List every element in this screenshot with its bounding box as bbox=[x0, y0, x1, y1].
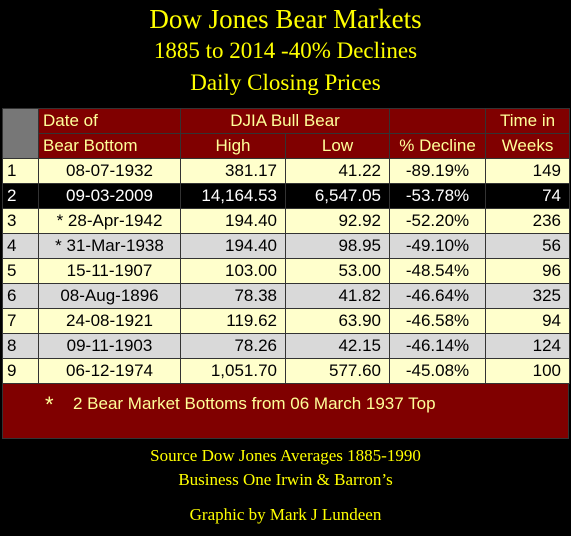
table-row: 5 15-11-1907 103.00 53.00 -48.54% 96 bbox=[2, 258, 571, 284]
cell-rank: 7 bbox=[2, 308, 39, 334]
cell-weeks: 149 bbox=[485, 158, 571, 184]
cell-low: 41.22 bbox=[284, 158, 391, 184]
cell-date: * 31-Mar-1938 bbox=[38, 233, 181, 259]
cell-high: 1,051.70 bbox=[180, 358, 286, 384]
cell-rank: 1 bbox=[2, 158, 39, 184]
cell-date: 24-08-1921 bbox=[38, 308, 181, 334]
cell-date: 09-11-1903 bbox=[38, 333, 181, 359]
table-row: 7 24-08-1921 119.62 63.90 -46.58% 94 bbox=[2, 308, 571, 334]
table-row: 3 * 28-Apr-1942 194.40 92.92 -52.20% 236 bbox=[2, 208, 571, 234]
cell-decline: -46.64% bbox=[389, 283, 487, 309]
cell-weeks: 236 bbox=[485, 208, 571, 234]
header-low: Low bbox=[284, 133, 391, 159]
cell-rank: 8 bbox=[2, 333, 39, 359]
cell-date: 15-11-1907 bbox=[38, 258, 181, 284]
cell-weeks: 124 bbox=[485, 333, 571, 359]
cell-decline: -89.19% bbox=[389, 158, 487, 184]
footnote-box: * 2 Bear Market Bottoms from 06 March 19… bbox=[2, 383, 569, 439]
table-row: 6 08-Aug-1896 78.38 41.82 -46.64% 325 bbox=[2, 283, 571, 309]
cell-high: 119.62 bbox=[180, 308, 286, 334]
table-row: 4 * 31-Mar-1938 194.40 98.95 -49.10% 56 bbox=[2, 233, 571, 259]
cell-low: 6,547.05 bbox=[284, 183, 391, 209]
cell-weeks: 56 bbox=[485, 233, 571, 259]
cell-rank: 2 bbox=[2, 183, 39, 209]
cell-decline: -48.54% bbox=[389, 258, 487, 284]
cell-high: 194.40 bbox=[180, 208, 286, 234]
header-decline-top bbox=[389, 108, 487, 134]
cell-rank: 3 bbox=[2, 208, 39, 234]
cell-weeks: 94 bbox=[485, 308, 571, 334]
cell-weeks: 325 bbox=[485, 283, 571, 309]
footnote-star: * bbox=[45, 392, 54, 417]
cell-date: 09-03-2009 bbox=[38, 183, 181, 209]
cell-high: 103.00 bbox=[180, 258, 286, 284]
cell-decline: -52.20% bbox=[389, 208, 487, 234]
table-row: 9 06-12-1974 1,051.70 577.60 -45.08% 100 bbox=[2, 358, 571, 384]
cell-low: 63.90 bbox=[284, 308, 391, 334]
cell-rank: 4 bbox=[2, 233, 39, 259]
source-line-1: Source Dow Jones Averages 1885-1990 bbox=[150, 446, 421, 465]
cell-weeks: 74 bbox=[485, 183, 571, 209]
cell-decline: -49.10% bbox=[389, 233, 487, 259]
cell-rank: 9 bbox=[2, 358, 39, 384]
cell-date: 08-07-1932 bbox=[38, 158, 181, 184]
cell-date: 06-12-1974 bbox=[38, 358, 181, 384]
cell-low: 53.00 bbox=[284, 258, 391, 284]
cell-high: 381.17 bbox=[180, 158, 286, 184]
table-row: 2 09-03-2009 14,164.53 6,547.05 -53.78% 74 bbox=[2, 183, 571, 209]
cell-high: 14,164.53 bbox=[180, 183, 286, 209]
footnote-text: 2 Bear Market Bottoms from 06 March 1937… bbox=[73, 394, 436, 413]
cell-decline: -46.58% bbox=[389, 308, 487, 334]
chart-subtitle-2: Daily Closing Prices bbox=[190, 70, 381, 95]
table-row: 1 08-07-1932 381.17 41.22 -89.19% 149 bbox=[2, 158, 571, 184]
source-line-2: Business One Irwin & Barron’s bbox=[178, 470, 393, 489]
header-date-line1: Date of bbox=[38, 108, 181, 134]
cell-date: 08-Aug-1896 bbox=[38, 283, 181, 309]
chart-title: Dow Jones Bear Markets bbox=[149, 4, 422, 34]
cell-low: 41.82 bbox=[284, 283, 391, 309]
cell-decline: -46.14% bbox=[389, 333, 487, 359]
table-row: 8 09-11-1903 78.26 42.15 -46.14% 124 bbox=[2, 333, 571, 359]
cell-decline: -53.78% bbox=[389, 183, 487, 209]
credit-line: Graphic by Mark J Lundeen bbox=[189, 505, 382, 524]
cell-date: * 28-Apr-1942 bbox=[38, 208, 181, 234]
chart-subtitle: 1885 to 2014 -40% Declines bbox=[153, 38, 418, 63]
cell-low: 92.92 bbox=[284, 208, 391, 234]
header-time-line2: Weeks bbox=[485, 133, 571, 159]
bear-markets-table: Date of DJIA Bull Bear Time in Bear Bott… bbox=[2, 108, 571, 384]
cell-weeks: 96 bbox=[485, 258, 571, 284]
cell-low: 42.15 bbox=[284, 333, 391, 359]
cell-high: 78.26 bbox=[180, 333, 286, 359]
cell-high: 78.38 bbox=[180, 283, 286, 309]
header-date-line2: Bear Bottom bbox=[38, 133, 181, 159]
cell-high: 194.40 bbox=[180, 233, 286, 259]
cell-weeks: 100 bbox=[485, 358, 571, 384]
cell-decline: -45.08% bbox=[389, 358, 487, 384]
header-corner bbox=[2, 108, 39, 159]
cell-low: 577.60 bbox=[284, 358, 391, 384]
cell-low: 98.95 bbox=[284, 233, 391, 259]
header-decline: % Decline bbox=[389, 133, 487, 159]
header-time-line1: Time in bbox=[485, 108, 571, 134]
header-high: High bbox=[180, 133, 286, 159]
cell-rank: 5 bbox=[2, 258, 39, 284]
header-djia: DJIA Bull Bear bbox=[179, 108, 391, 134]
cell-rank: 6 bbox=[2, 283, 39, 309]
